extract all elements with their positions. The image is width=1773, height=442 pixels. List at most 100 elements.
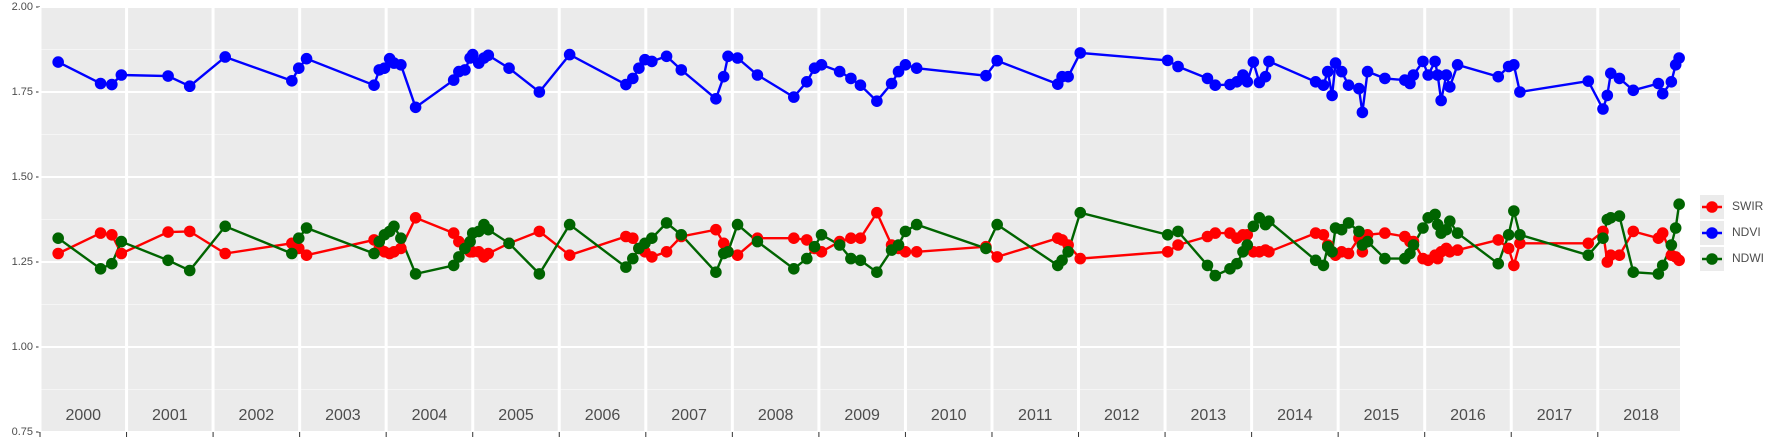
x-tick-label: 2015 bbox=[1364, 407, 1400, 424]
point bbox=[731, 52, 744, 64]
point bbox=[183, 264, 196, 277]
point bbox=[1056, 254, 1068, 267]
point bbox=[1601, 89, 1614, 102]
x-tick-label: 2007 bbox=[671, 407, 707, 424]
point bbox=[1361, 65, 1374, 78]
point bbox=[646, 232, 658, 244]
point bbox=[300, 222, 313, 234]
point bbox=[1241, 239, 1254, 251]
point bbox=[1514, 229, 1526, 241]
point bbox=[1508, 59, 1520, 71]
point bbox=[1379, 227, 1391, 239]
point bbox=[482, 223, 495, 236]
point bbox=[183, 225, 196, 238]
point bbox=[395, 242, 407, 255]
x-tick-label: 2012 bbox=[1104, 407, 1140, 424]
point bbox=[378, 62, 391, 74]
point bbox=[731, 249, 744, 261]
point bbox=[292, 232, 305, 244]
point bbox=[980, 69, 992, 82]
point bbox=[899, 59, 912, 71]
point bbox=[717, 70, 730, 83]
point bbox=[1502, 229, 1515, 241]
point bbox=[833, 65, 846, 78]
point bbox=[1342, 247, 1355, 260]
point bbox=[94, 263, 107, 275]
point bbox=[1627, 225, 1640, 238]
point bbox=[286, 247, 298, 260]
point bbox=[910, 62, 923, 74]
x-tick-label: 2002 bbox=[239, 407, 275, 424]
point bbox=[646, 55, 658, 68]
point bbox=[910, 218, 923, 231]
point bbox=[106, 78, 118, 91]
point bbox=[871, 266, 883, 279]
point bbox=[660, 246, 673, 258]
x-tick-label: 2003 bbox=[325, 407, 361, 424]
y-tick-label: 1.75 bbox=[12, 86, 33, 98]
legend-label: SWIR bbox=[1732, 199, 1764, 213]
point bbox=[731, 218, 744, 231]
point bbox=[722, 246, 734, 258]
point bbox=[219, 51, 232, 63]
point bbox=[300, 249, 313, 261]
point bbox=[627, 252, 639, 265]
point bbox=[563, 218, 576, 231]
point bbox=[787, 263, 800, 275]
point bbox=[52, 247, 64, 260]
point bbox=[1422, 69, 1434, 81]
point bbox=[94, 77, 107, 90]
point bbox=[1429, 55, 1441, 68]
point bbox=[991, 218, 1003, 231]
point bbox=[115, 69, 128, 81]
point bbox=[563, 48, 576, 61]
point bbox=[1329, 57, 1342, 69]
point bbox=[1342, 217, 1355, 229]
y-tick-label: 2.00 bbox=[12, 1, 33, 13]
point bbox=[1502, 242, 1515, 255]
point bbox=[871, 206, 883, 219]
point bbox=[1492, 257, 1505, 270]
point bbox=[633, 62, 645, 74]
point bbox=[1492, 234, 1505, 246]
point bbox=[815, 59, 828, 71]
point bbox=[660, 217, 673, 229]
point bbox=[292, 62, 305, 74]
point bbox=[368, 247, 380, 260]
point bbox=[1451, 59, 1464, 71]
point bbox=[1241, 76, 1254, 88]
point bbox=[106, 229, 118, 241]
point bbox=[52, 56, 64, 68]
point bbox=[751, 235, 764, 248]
point bbox=[162, 70, 174, 82]
point bbox=[1379, 252, 1391, 265]
point bbox=[800, 76, 813, 88]
point bbox=[1317, 79, 1330, 91]
x-tick-label: 2009 bbox=[844, 407, 880, 424]
x-tick-label: 2017 bbox=[1537, 407, 1573, 424]
point bbox=[1074, 47, 1087, 59]
point bbox=[854, 254, 867, 267]
point bbox=[1353, 82, 1365, 95]
point bbox=[1627, 84, 1640, 97]
point bbox=[1431, 69, 1444, 81]
point bbox=[106, 257, 118, 270]
point bbox=[1604, 212, 1617, 224]
point bbox=[1435, 94, 1447, 107]
point bbox=[854, 79, 867, 91]
point bbox=[1407, 69, 1420, 81]
point bbox=[1209, 79, 1222, 91]
point bbox=[627, 232, 639, 244]
point bbox=[1613, 249, 1626, 261]
x-tick-label: 2014 bbox=[1277, 407, 1313, 424]
point bbox=[1161, 229, 1174, 241]
point bbox=[453, 251, 465, 263]
point bbox=[1263, 215, 1275, 227]
point bbox=[409, 212, 422, 224]
point bbox=[1673, 52, 1685, 64]
x-tick-label: 2016 bbox=[1450, 407, 1486, 424]
point bbox=[845, 252, 857, 265]
point bbox=[1172, 239, 1184, 251]
